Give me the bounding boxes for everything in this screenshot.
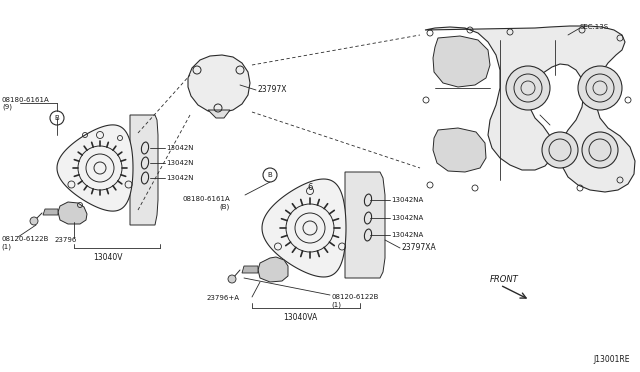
Text: 08120-6122B
(1): 08120-6122B (1) bbox=[1, 236, 49, 250]
Text: 23797XA: 23797XA bbox=[402, 244, 436, 253]
Polygon shape bbox=[258, 257, 288, 282]
Circle shape bbox=[582, 132, 618, 168]
Text: 23796+A: 23796+A bbox=[207, 295, 240, 301]
Polygon shape bbox=[433, 36, 490, 87]
Polygon shape bbox=[58, 202, 87, 224]
Polygon shape bbox=[262, 179, 346, 277]
Text: B: B bbox=[54, 115, 60, 121]
Polygon shape bbox=[130, 115, 158, 225]
Polygon shape bbox=[345, 172, 385, 278]
Text: 23797X: 23797X bbox=[258, 86, 287, 94]
Polygon shape bbox=[43, 209, 58, 215]
Polygon shape bbox=[433, 128, 486, 172]
Text: 13042NA: 13042NA bbox=[391, 197, 423, 203]
Circle shape bbox=[578, 66, 622, 110]
Text: B: B bbox=[268, 172, 273, 178]
Circle shape bbox=[228, 275, 236, 283]
Text: SEC.13S: SEC.13S bbox=[580, 24, 609, 30]
Polygon shape bbox=[425, 26, 635, 192]
Text: 08180-6161A
(9): 08180-6161A (9) bbox=[2, 97, 50, 110]
Circle shape bbox=[542, 132, 578, 168]
Text: 13042N: 13042N bbox=[166, 145, 193, 151]
Circle shape bbox=[30, 217, 38, 225]
Text: 08180-6161A
(B): 08180-6161A (B) bbox=[182, 196, 230, 209]
Text: 13042N: 13042N bbox=[166, 160, 193, 166]
Circle shape bbox=[506, 66, 550, 110]
Text: 13040V: 13040V bbox=[93, 253, 123, 263]
Text: 13040VA: 13040VA bbox=[283, 314, 317, 323]
Text: 08120-6122B
(1): 08120-6122B (1) bbox=[331, 294, 378, 308]
Text: 13042NA: 13042NA bbox=[391, 215, 423, 221]
Text: 6: 6 bbox=[307, 183, 313, 192]
Text: FRONT: FRONT bbox=[490, 276, 519, 285]
Polygon shape bbox=[242, 266, 258, 273]
Polygon shape bbox=[208, 110, 230, 118]
Polygon shape bbox=[188, 55, 250, 113]
Text: J13001RE: J13001RE bbox=[593, 356, 630, 365]
Text: 13042N: 13042N bbox=[166, 175, 193, 181]
Text: 23796: 23796 bbox=[55, 237, 77, 243]
Polygon shape bbox=[57, 125, 133, 211]
Text: 13042NA: 13042NA bbox=[391, 232, 423, 238]
